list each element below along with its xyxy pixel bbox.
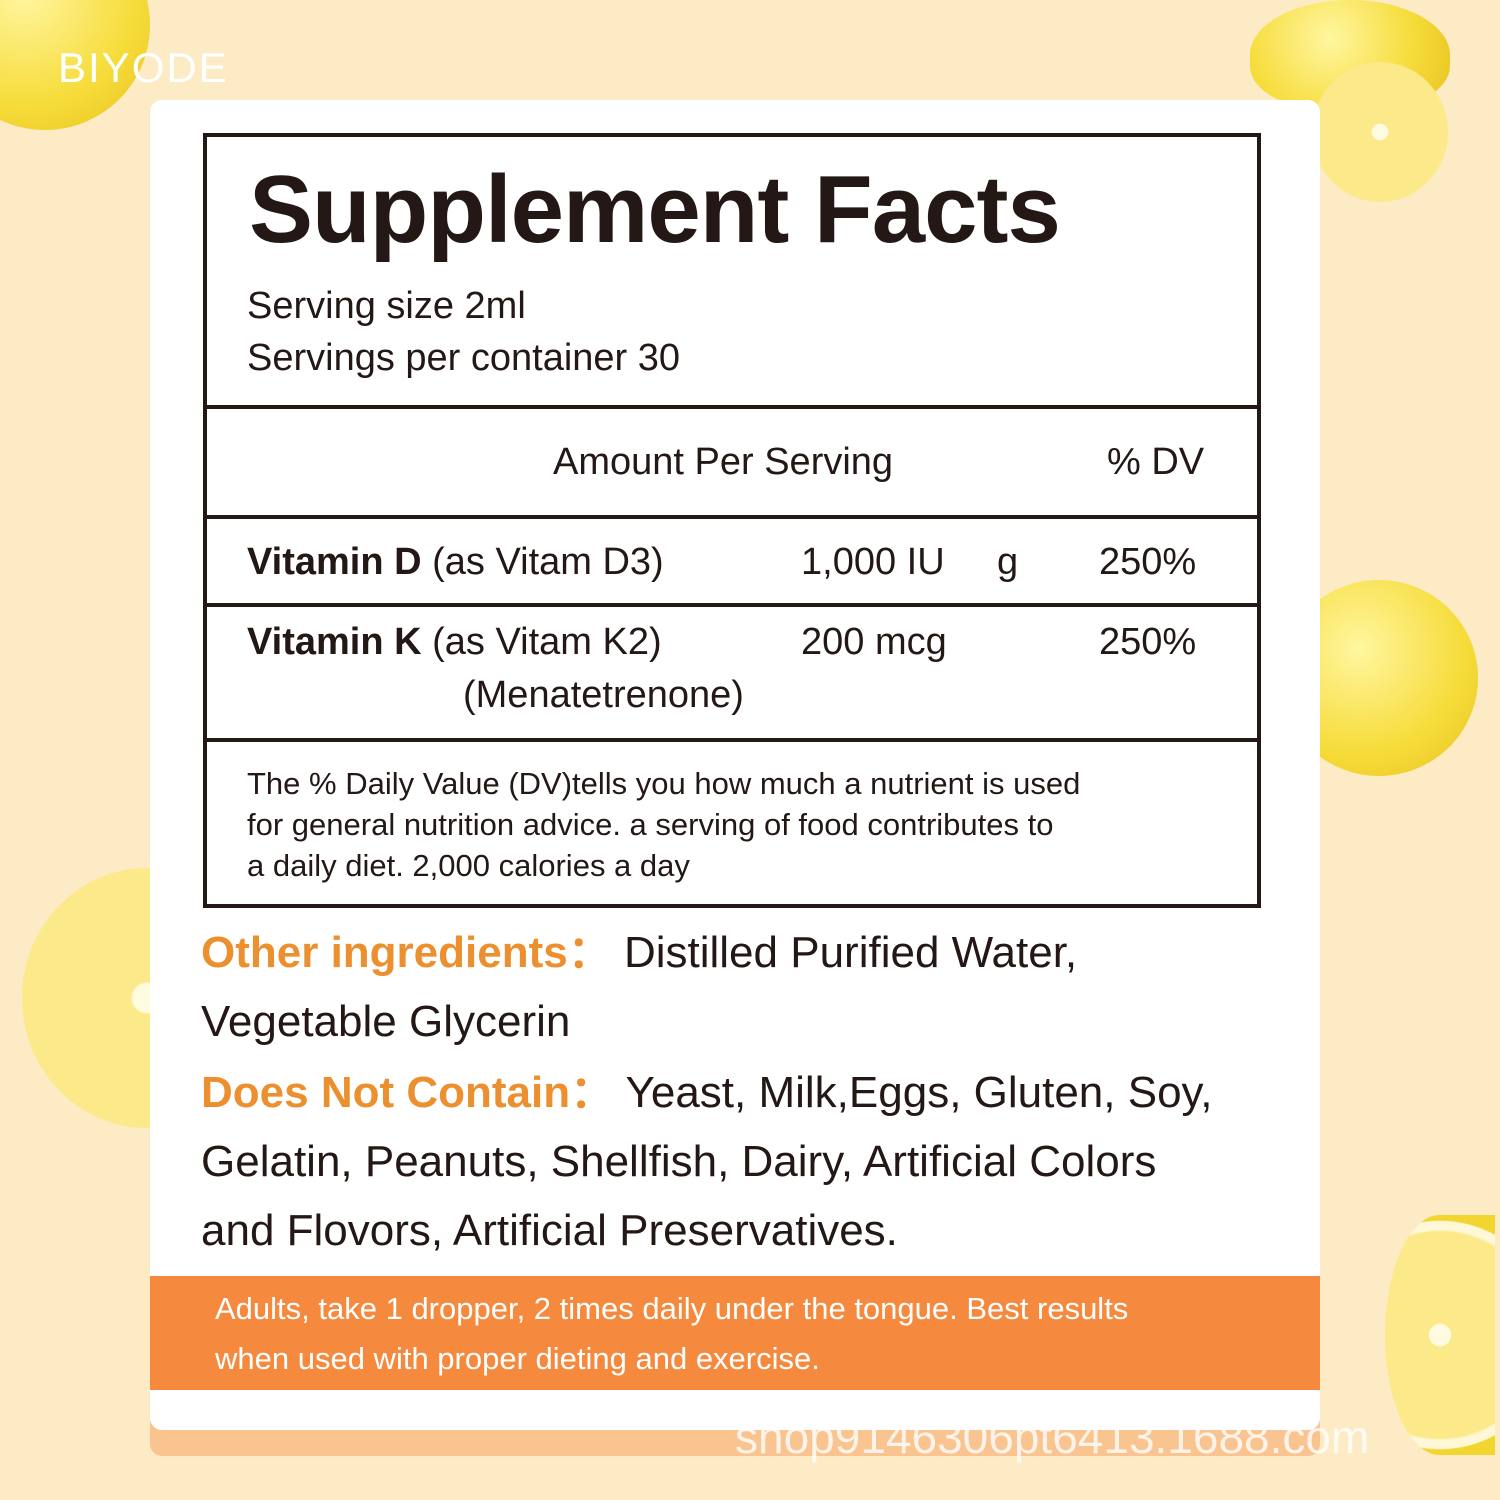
amount-header: Amount Per Serving [553,441,894,483]
unit-overlap: g [997,541,1019,583]
column-header-row: Amount Per Serving % DV [207,409,1257,519]
nutrient-name: Vitamin D [247,541,422,583]
does-not-contain-text: Yeast, Milk,Eggs, Gluten, Soy, [625,1068,1213,1117]
nutrient-row: Vitamin K (as Vitam K2) (Menatetrenone) … [207,607,1257,742]
footnote-line: a daily diet. 2,000 calories a day [247,848,690,883]
directions-line: Adults, take 1 dropper, 2 times daily un… [215,1291,1129,1326]
lemon-slice-image [1312,62,1448,202]
directions-band: Adults, take 1 dropper, 2 times daily un… [150,1276,1320,1390]
footnote-line: The % Daily Value (DV)tells you how much… [247,766,1081,801]
other-ingredients-text: Distilled Purified Water, [623,928,1078,977]
nutrient-row: Vitamin D (as Vitam D3) 1,000 IU g 250% [207,519,1257,607]
supplement-facts-table: Supplement Facts Serving size 2ml Servin… [203,133,1261,908]
serving-size: Serving size 2ml [247,285,526,327]
does-not-contain-text: and Flovors, Artificial Preservatives. [201,1206,898,1255]
nutrient-amount: 1,000 IU [801,541,945,583]
facts-header: Supplement Facts Serving size 2ml Servin… [207,137,1257,409]
nutrient-dv: 250% [1099,541,1197,583]
label-card [150,100,1320,1430]
nutrient-source: (as Vitam D3) [432,541,664,583]
servings-per-container: Servings per container 30 [247,337,681,379]
nutrient-dv: 250% [1099,621,1197,663]
facts-title: Supplement Facts [249,156,1061,263]
lemon-slice-image [1385,1215,1495,1455]
nutrient-source: (as Vitam K2) [432,621,662,663]
watermark: shop9146306pt6413.1688.com [735,1411,1370,1463]
dv-header: % DV [1107,441,1205,483]
nutrient-name: Vitamin K [247,621,422,663]
dv-footnote: The % Daily Value (DV)tells you how much… [247,763,1080,886]
does-not-contain-label: Does Not Contain： [201,1068,615,1117]
brand-logo: BIYODE [58,44,229,91]
directions-line: when used with proper dieting and exerci… [215,1341,820,1376]
other-ingredients: Other ingredients： Distilled Purified Wa… [201,918,1301,1056]
does-not-contain: Does Not Contain： Yeast, Milk,Eggs, Glut… [201,1058,1301,1265]
nutrient-source-detail: (Menatetrenone) [463,674,744,716]
nutrient-amount: 200 mcg [801,621,947,663]
does-not-contain-text: Gelatin, Peanuts, Shellfish, Dairy, Arti… [201,1137,1157,1186]
other-ingredients-label: Other ingredients： [201,928,612,977]
footnote-line: for general nutrition advice. a serving … [247,807,1054,842]
other-ingredients-text: Vegetable Glycerin [201,997,571,1046]
